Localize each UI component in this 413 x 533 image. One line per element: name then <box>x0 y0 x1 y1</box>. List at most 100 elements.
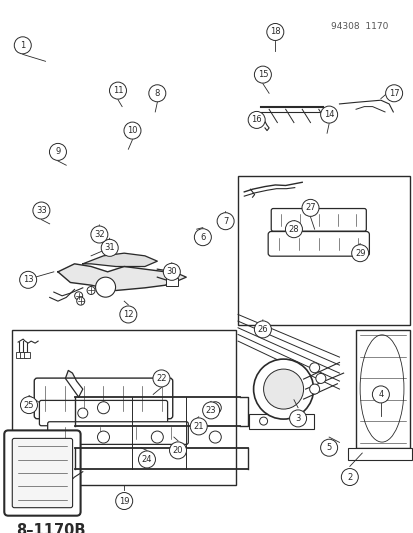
Text: 22: 22 <box>156 374 166 383</box>
Text: 8–1170B: 8–1170B <box>17 523 86 533</box>
Text: 3: 3 <box>295 414 300 423</box>
Circle shape <box>78 408 88 418</box>
Circle shape <box>33 202 50 219</box>
Circle shape <box>320 106 337 123</box>
Circle shape <box>309 363 319 373</box>
Circle shape <box>340 469 358 486</box>
Text: 8: 8 <box>154 89 159 98</box>
Text: 7: 7 <box>223 217 228 225</box>
Text: 11: 11 <box>112 86 123 95</box>
Circle shape <box>266 23 283 41</box>
Circle shape <box>123 122 141 139</box>
FancyBboxPatch shape <box>268 231 368 256</box>
Circle shape <box>209 402 221 414</box>
Text: 33: 33 <box>36 206 47 215</box>
Bar <box>165 278 177 286</box>
FancyBboxPatch shape <box>39 400 167 426</box>
Circle shape <box>194 229 211 246</box>
Bar <box>12 330 235 485</box>
Text: 12: 12 <box>123 310 133 319</box>
Text: 5: 5 <box>326 443 331 452</box>
Text: 13: 13 <box>23 276 33 284</box>
Circle shape <box>151 431 163 443</box>
Text: 28: 28 <box>288 225 299 233</box>
Circle shape <box>202 402 219 419</box>
Text: 94308  1170: 94308 1170 <box>330 22 388 31</box>
Bar <box>16 352 22 358</box>
Circle shape <box>90 226 108 243</box>
Text: 27: 27 <box>304 204 315 212</box>
Text: 29: 29 <box>354 249 365 257</box>
Circle shape <box>320 439 337 456</box>
Text: 17: 17 <box>388 89 399 98</box>
Text: 25: 25 <box>24 401 34 409</box>
Text: 4: 4 <box>377 390 382 399</box>
Circle shape <box>385 85 402 102</box>
FancyBboxPatch shape <box>4 430 81 516</box>
Circle shape <box>152 370 170 387</box>
Text: 2: 2 <box>347 473 351 481</box>
Circle shape <box>289 410 306 427</box>
Circle shape <box>87 286 95 295</box>
Circle shape <box>163 263 180 280</box>
Bar <box>248 414 313 429</box>
Circle shape <box>216 213 234 230</box>
Bar <box>237 176 409 325</box>
Text: 23: 23 <box>205 406 216 415</box>
Text: 30: 30 <box>166 268 177 276</box>
Circle shape <box>115 492 133 510</box>
Circle shape <box>101 239 118 256</box>
Text: 6: 6 <box>200 233 205 241</box>
Circle shape <box>20 397 38 414</box>
Circle shape <box>253 359 313 419</box>
Text: 19: 19 <box>119 497 129 505</box>
Circle shape <box>190 418 207 435</box>
Polygon shape <box>157 269 186 282</box>
Circle shape <box>76 297 85 305</box>
Circle shape <box>309 384 319 394</box>
Bar <box>355 330 409 448</box>
Text: 31: 31 <box>104 244 115 252</box>
Polygon shape <box>65 370 83 397</box>
Text: 15: 15 <box>257 70 268 79</box>
Circle shape <box>97 402 109 414</box>
Text: 10: 10 <box>127 126 138 135</box>
Circle shape <box>148 85 166 102</box>
Polygon shape <box>83 253 157 266</box>
Text: 9: 9 <box>55 148 60 156</box>
Circle shape <box>247 111 265 128</box>
Circle shape <box>119 306 137 323</box>
Text: 18: 18 <box>269 28 280 36</box>
FancyBboxPatch shape <box>271 208 366 231</box>
Circle shape <box>294 417 302 425</box>
Circle shape <box>14 37 31 54</box>
Circle shape <box>254 321 271 338</box>
Circle shape <box>254 66 271 83</box>
Bar <box>20 352 26 358</box>
Text: 32: 32 <box>94 230 104 239</box>
FancyBboxPatch shape <box>34 378 172 419</box>
Circle shape <box>109 82 126 99</box>
Circle shape <box>97 431 109 443</box>
Circle shape <box>263 369 303 409</box>
Polygon shape <box>58 264 173 290</box>
Text: 21: 21 <box>193 422 204 431</box>
Text: 1: 1 <box>20 41 25 50</box>
Circle shape <box>371 386 389 403</box>
Text: 14: 14 <box>323 110 334 119</box>
Text: 26: 26 <box>257 325 268 334</box>
Text: 20: 20 <box>172 446 183 455</box>
Circle shape <box>259 417 267 425</box>
Circle shape <box>95 277 115 297</box>
Circle shape <box>102 245 112 254</box>
Circle shape <box>19 271 37 288</box>
Circle shape <box>49 143 66 160</box>
Text: 16: 16 <box>251 116 261 124</box>
Text: 24: 24 <box>141 455 152 464</box>
Circle shape <box>209 431 221 443</box>
FancyBboxPatch shape <box>47 422 188 445</box>
Circle shape <box>74 292 83 300</box>
FancyBboxPatch shape <box>12 439 72 507</box>
Bar <box>347 448 411 460</box>
Circle shape <box>351 245 368 262</box>
